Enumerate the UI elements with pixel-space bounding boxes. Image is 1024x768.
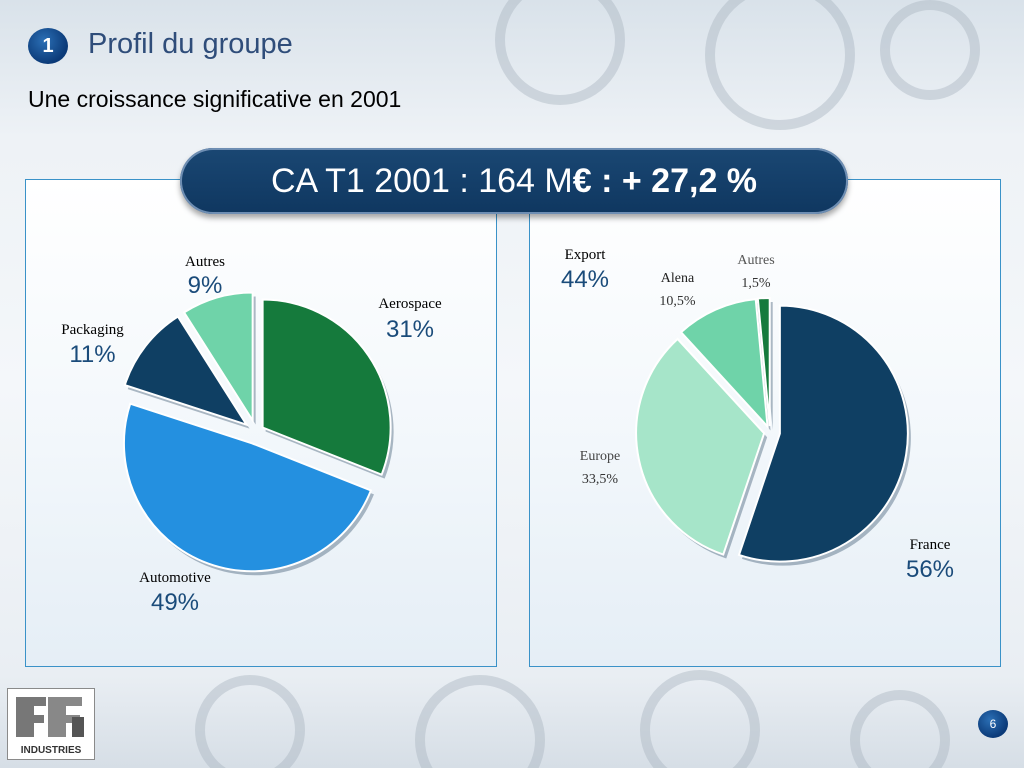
banner-text-bold: € : + 27,2 % <box>572 161 758 200</box>
page-number-text: 6 <box>989 717 997 731</box>
label-packaging: Packaging <box>61 322 124 338</box>
pct-packaging: 11% <box>69 341 116 368</box>
pie-slice-autres <box>756 297 771 427</box>
pie-slice-aerospace <box>261 298 392 476</box>
page-title: Profil du groupe <box>88 28 293 60</box>
pct-export: 44% <box>560 266 610 293</box>
page-subtitle: Une croissance significative en 2001 <box>28 86 402 112</box>
label-aerospace: Aerospace <box>378 296 442 312</box>
label-europe: Europe <box>579 449 621 464</box>
label-automotive: Automotive <box>139 570 211 586</box>
pct-autres-left: 9% <box>187 272 223 299</box>
company-logo: INDUSTRIES <box>7 688 95 760</box>
label-autres-left: Autres <box>185 254 225 270</box>
label-france: France <box>909 537 951 553</box>
pct-automotive: 49% <box>150 589 200 616</box>
logo-text: INDUSTRIES <box>20 745 82 756</box>
chart-panel-activity <box>25 179 497 667</box>
revenue-banner: CA T1 2001 : 164 M € : + 27,2 % <box>180 148 848 214</box>
pct-autres-right: 1,5% <box>741 276 771 291</box>
page-number: 6 <box>978 710 1008 738</box>
section-number-badge: 1 <box>28 28 68 64</box>
label-export: Export <box>564 247 606 263</box>
pct-aerospace: 31% <box>385 316 435 343</box>
pct-france: 56% <box>905 556 955 583</box>
pie-slice-europe <box>635 337 766 556</box>
pct-europe: 33,5% <box>581 472 619 487</box>
pct-alena: 10,5% <box>659 294 696 309</box>
banner-text-main: CA T1 2001 : 164 M <box>270 161 573 200</box>
pie-slice-automotive <box>122 402 373 573</box>
label-alena: Alena <box>660 271 695 286</box>
pie-slice-alena <box>679 297 769 430</box>
logo-mark <box>16 697 84 737</box>
pie-slice-packaging <box>123 315 249 427</box>
pie-slice-france <box>737 304 909 563</box>
section-number: 1 <box>42 34 54 57</box>
pie-slice-autres <box>182 291 254 424</box>
label-autres-right: Autres <box>737 253 775 268</box>
